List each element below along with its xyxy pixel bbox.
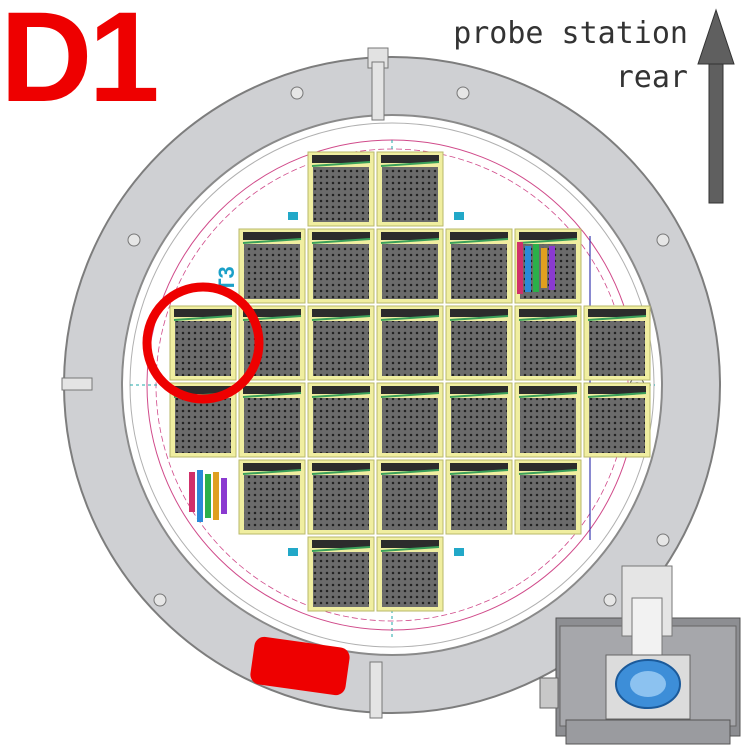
die — [445, 459, 513, 535]
die — [583, 305, 651, 381]
die-label: D1 — [0, 0, 160, 129]
die — [376, 305, 444, 381]
die — [376, 382, 444, 458]
die — [445, 228, 513, 304]
die — [307, 382, 375, 458]
die — [307, 228, 375, 304]
die — [514, 305, 582, 381]
die — [238, 382, 306, 458]
die — [307, 459, 375, 535]
die — [445, 382, 513, 458]
probe-station-thumbnail — [539, 565, 741, 745]
die — [307, 536, 375, 612]
die — [445, 305, 513, 381]
die — [583, 382, 651, 458]
die — [238, 228, 306, 304]
die — [514, 228, 582, 304]
highlight-circle — [142, 282, 264, 404]
rear-arrow — [697, 8, 735, 204]
die — [238, 459, 306, 535]
die — [514, 382, 582, 458]
die — [169, 305, 237, 381]
die — [376, 228, 444, 304]
die — [514, 459, 582, 535]
die — [376, 151, 444, 227]
test-structure-labels — [189, 212, 555, 556]
caption-line-2: rear — [615, 60, 688, 95]
die-grid — [169, 151, 651, 612]
orientation-caption: probe station rear — [453, 12, 688, 100]
die — [307, 305, 375, 381]
die — [376, 459, 444, 535]
caption-line-1: probe station — [453, 16, 688, 51]
die — [376, 536, 444, 612]
die — [307, 151, 375, 227]
